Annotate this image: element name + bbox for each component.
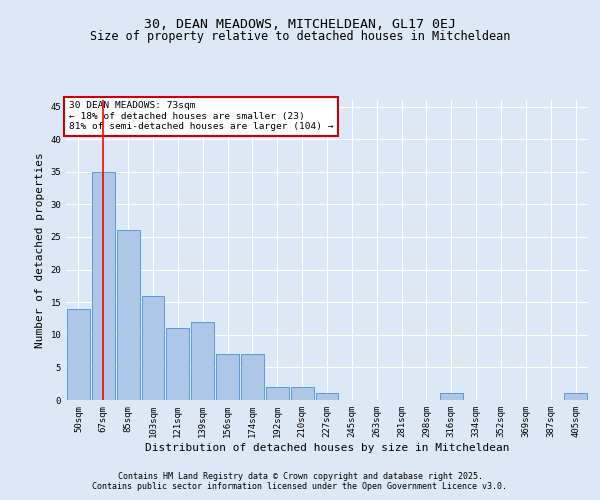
Bar: [142, 296, 164, 400]
Bar: [440, 394, 463, 400]
Y-axis label: Number of detached properties: Number of detached properties: [35, 152, 45, 348]
Bar: [117, 230, 140, 400]
Text: Contains HM Land Registry data © Crown copyright and database right 2025.: Contains HM Land Registry data © Crown c…: [118, 472, 482, 481]
Bar: [191, 322, 214, 400]
Bar: [166, 328, 189, 400]
Bar: [316, 394, 338, 400]
X-axis label: Distribution of detached houses by size in Mitcheldean: Distribution of detached houses by size …: [145, 442, 509, 452]
Bar: [291, 387, 314, 400]
Text: Size of property relative to detached houses in Mitcheldean: Size of property relative to detached ho…: [90, 30, 510, 43]
Bar: [266, 387, 289, 400]
Bar: [216, 354, 239, 400]
Bar: [564, 394, 587, 400]
Bar: [92, 172, 115, 400]
Text: 30, DEAN MEADOWS, MITCHELDEAN, GL17 0EJ: 30, DEAN MEADOWS, MITCHELDEAN, GL17 0EJ: [144, 18, 456, 30]
Bar: [241, 354, 264, 400]
Text: Contains public sector information licensed under the Open Government Licence v3: Contains public sector information licen…: [92, 482, 508, 491]
Text: 30 DEAN MEADOWS: 73sqm
← 18% of detached houses are smaller (23)
81% of semi-det: 30 DEAN MEADOWS: 73sqm ← 18% of detached…: [68, 102, 333, 132]
Bar: [67, 308, 90, 400]
